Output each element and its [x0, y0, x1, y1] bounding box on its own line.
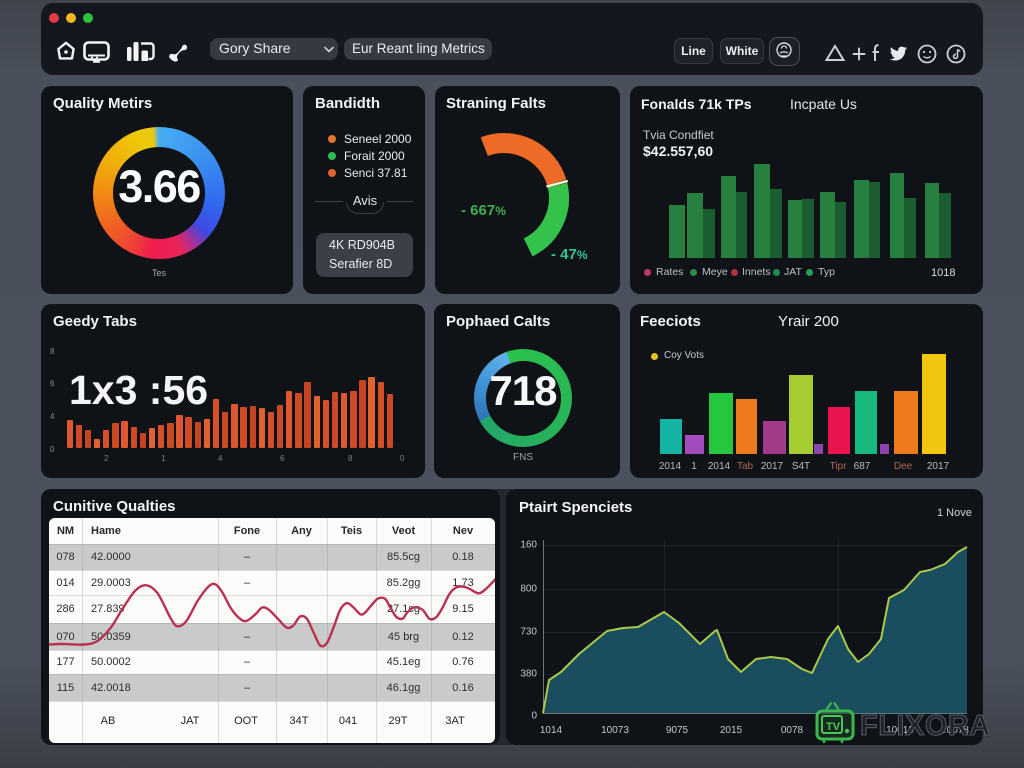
- svg-text:TV: TV: [826, 721, 841, 733]
